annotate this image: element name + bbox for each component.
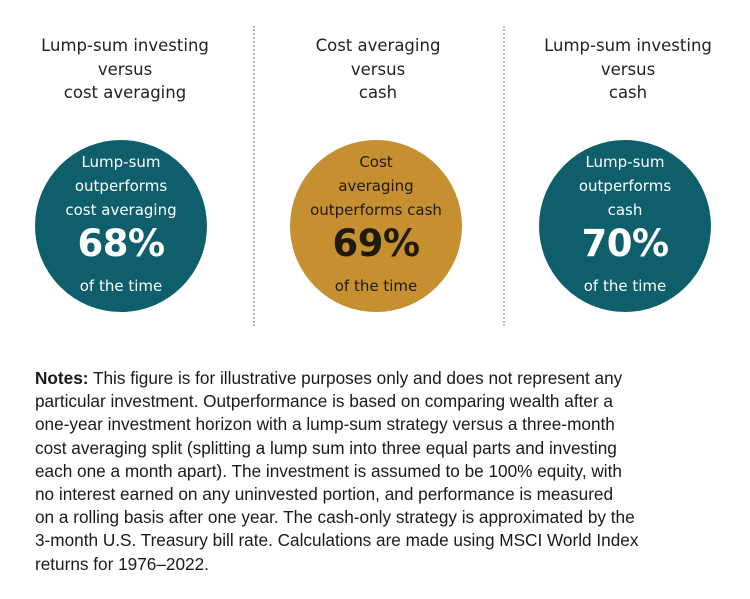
stat-percent: 68% [77,222,165,265]
stat-description-line: outperforms [74,177,168,195]
stat-description: Lump-sum outperforms cost averaging [35,150,207,222]
panel-title: Lump-sum investing versus cash [503,34,750,105]
panel-title-line: versus [350,59,406,79]
panel-title-line: versus [600,59,656,79]
stat-description-line: cost averaging [65,201,177,219]
panel-title-line: Lump-sum investing [544,36,712,55]
notes-line: cost averaging split (splitting a lump s… [35,437,617,458]
notes-line: 3-month U.S. Treasury bill rate. Calcula… [35,530,639,551]
stat-description-line: cash [607,201,643,219]
panel-title-line: cash [358,83,398,102]
stat-description: Lump-sum outperforms cash [539,150,711,222]
panel-title-line: Cost averaging [315,36,441,55]
notes-line: no interest earned on any uninvested por… [35,484,614,505]
stat-description-line: Cost [359,153,393,171]
stat-description-line: outperforms [578,177,672,195]
stat-description-line: Lump-sum [81,153,161,171]
stat-suffix: of the time [334,277,418,295]
stat-description: Cost averaging outperforms cash [290,150,462,222]
notes-line: returns for 1976–2022. [35,553,209,574]
notes-paragraph: Notes: This figure is for illustrative p… [35,367,743,576]
notes-label: Notes: [35,368,89,388]
panel-cost-averaging-vs-cash: Cost averaging versus cash Cost averagin… [253,0,503,330]
notes-text: This figure is for illustrative purposes… [88,368,623,388]
panel-title-line: cash [608,83,648,102]
stat-percent: 69% [332,222,420,265]
stat-suffix: of the time [79,277,163,295]
panel-title-line: Lump-sum investing [41,36,209,55]
panel-title-line: versus [97,59,153,79]
panel-title: Cost averaging versus cash [253,34,503,105]
notes-line: Notes: This figure is for illustrative p… [35,367,743,390]
notes-line: particular investment. Outperformance is… [35,391,613,412]
panel-lump-sum-vs-cost-averaging: Lump-sum investing versus cost averaging… [0,0,250,330]
stat-percent: 70% [581,222,669,265]
notes-line: one-year investment horizon with a lump-… [35,414,615,435]
dotted-divider [253,26,255,326]
notes-line: each one a month apart). The investment … [35,460,622,481]
stat-description-line: Lump-sum [585,153,665,171]
stat-circle: Lump-sum outperforms cash 70% of the tim… [539,140,711,312]
notes-line: on a rolling basis after one year. The c… [35,507,635,528]
comparison-panels: Lump-sum investing versus cost averaging… [0,0,750,330]
panel-lump-sum-vs-cash: Lump-sum investing versus cash Lump-sum … [503,0,750,330]
stat-description-line: outperforms cash [310,201,442,219]
panel-title: Lump-sum investing versus cost averaging [0,34,250,105]
panel-title-line: cost averaging [63,83,187,102]
dotted-divider [503,26,505,326]
stat-circle: Lump-sum outperforms cost averaging 68% … [35,140,207,312]
stat-suffix: of the time [583,277,667,295]
stat-description-line: averaging [338,177,414,195]
stat-circle: Cost averaging outperforms cash 69% of t… [290,140,462,312]
